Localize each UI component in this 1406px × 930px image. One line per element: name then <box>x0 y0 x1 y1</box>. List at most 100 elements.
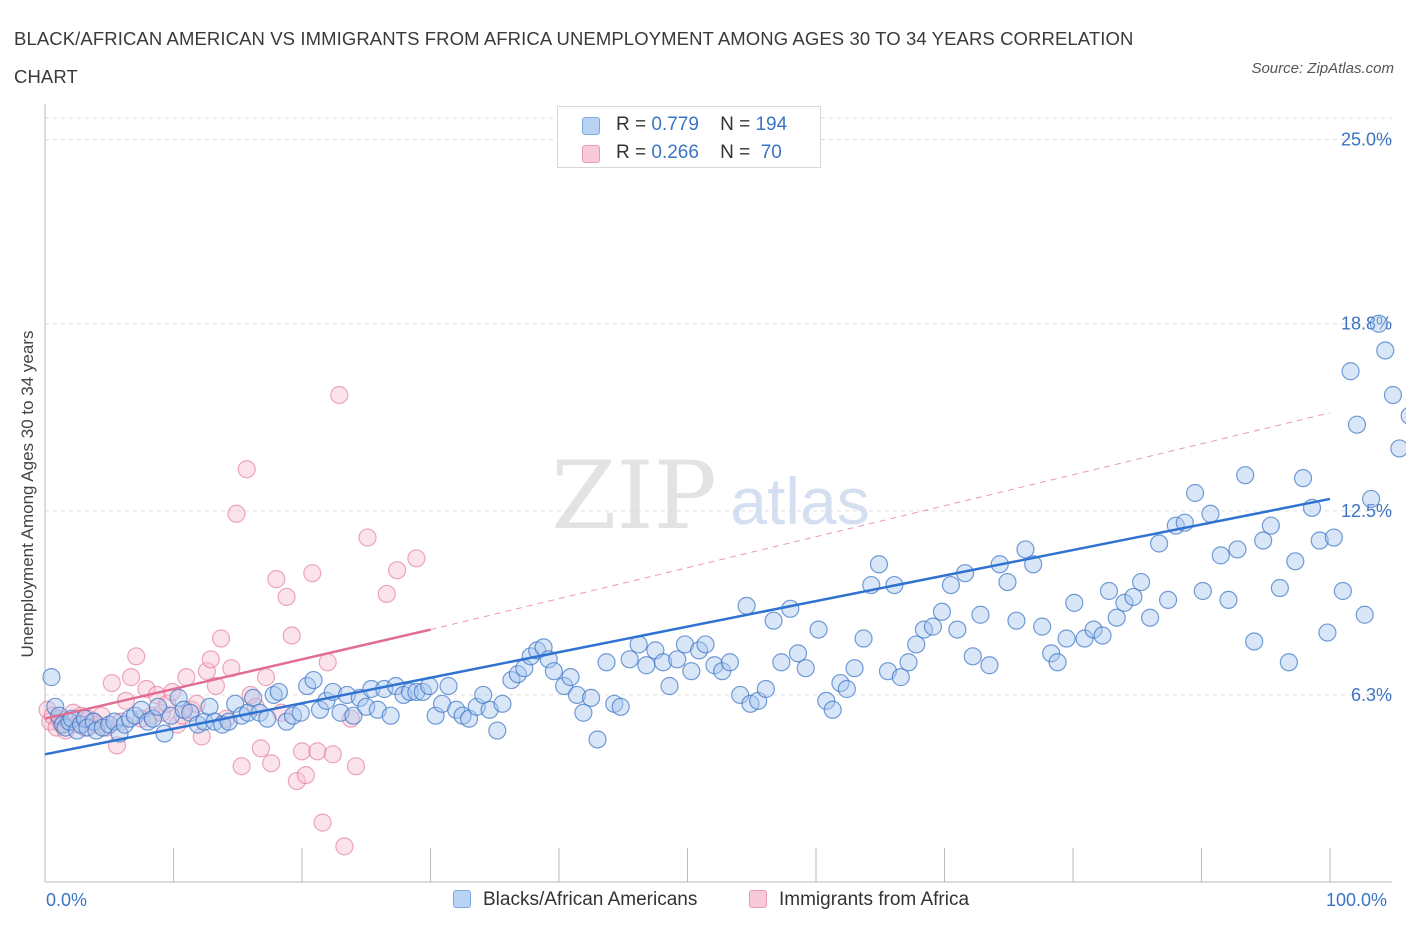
blue-swatch-icon <box>582 117 600 135</box>
legend-label-immigrants: Immigrants from Africa <box>779 889 970 910</box>
data-point-blacks <box>980 656 999 675</box>
data-point-blacks <box>682 662 701 681</box>
data-point-immigrants <box>407 549 426 568</box>
data-point-blacks <box>899 653 918 672</box>
n-value-immigrants: 70 <box>755 142 782 163</box>
data-point-blacks <box>1390 439 1406 458</box>
data-point-blacks <box>668 650 687 669</box>
data-point-immigrants <box>256 668 276 687</box>
data-point-blacks <box>1193 581 1212 601</box>
data-point-blacks <box>756 679 775 699</box>
data-point-blacks <box>1310 531 1329 550</box>
n-label: N = <box>720 114 751 135</box>
data-point-blacks <box>561 668 580 687</box>
data-point-blacks <box>439 676 458 696</box>
data-point-blacks <box>544 662 563 681</box>
data-point-blacks <box>1149 534 1169 553</box>
data-point-blacks <box>493 694 512 713</box>
data-point-blacks <box>1341 362 1360 381</box>
data-point-blacks <box>611 697 630 716</box>
data-point-immigrants <box>387 561 407 580</box>
r-label: R = <box>616 142 647 163</box>
data-point-immigrants <box>335 837 354 856</box>
data-point-blacks <box>1279 653 1298 672</box>
data-point-blacks <box>148 697 168 716</box>
data-point-blacks <box>1245 632 1264 651</box>
data-point-blacks <box>772 653 791 672</box>
x-tick-max: 100.0% <box>1326 890 1388 910</box>
data-point-blacks <box>696 635 715 654</box>
data-point-blacks <box>582 688 601 707</box>
data-point-immigrants <box>287 771 306 791</box>
data-point-blacks <box>1115 593 1134 612</box>
data-point-blacks <box>1107 608 1126 627</box>
data-point-blacks <box>1293 469 1313 488</box>
data-point-blacks <box>932 602 952 621</box>
data-point-blacks <box>620 650 639 669</box>
data-point-immigrants <box>308 742 327 761</box>
r-value-immigrants: 0.266 <box>651 142 699 163</box>
data-point-immigrants <box>211 629 231 648</box>
data-point-blacks <box>948 620 967 639</box>
data-point-blacks <box>845 659 864 678</box>
data-point-blacks <box>907 635 926 654</box>
data-point-blacks <box>764 611 783 630</box>
data-point-blacks <box>1093 626 1112 645</box>
data-point-blacks <box>1400 407 1406 425</box>
data-point-blacks <box>1369 314 1388 333</box>
trendline-blacks <box>44 497 1331 756</box>
data-point-blacks <box>1016 540 1035 559</box>
correlation-legend: R = 0.779 N = 194 R = 0.266 N = 70 <box>557 106 821 168</box>
data-point-blacks <box>488 721 507 740</box>
data-point-immigrants <box>313 813 332 832</box>
data-point-blacks <box>1333 581 1352 601</box>
data-point-blacks <box>1376 341 1395 360</box>
data-point-immigrants <box>267 570 286 589</box>
data-point-immigrants <box>330 385 349 405</box>
data-point-immigrants <box>227 504 246 523</box>
data-point-blacks <box>381 706 400 725</box>
data-point-blacks <box>1158 590 1178 610</box>
data-point-immigrants <box>296 765 315 785</box>
data-point-blacks <box>310 700 330 719</box>
data-point-blacks <box>823 700 842 719</box>
data-point-immigrants <box>282 626 301 645</box>
data-point-immigrants <box>127 647 146 666</box>
data-point-blacks <box>567 685 587 705</box>
data-point-blacks <box>1228 540 1247 559</box>
data-point-blacks <box>837 679 856 699</box>
data-point-blacks <box>1048 653 1067 672</box>
pink-swatch-icon <box>582 145 600 163</box>
data-point-blacks <box>963 647 982 666</box>
watermark-zip: ZIP <box>551 442 717 551</box>
data-point-immigrants <box>237 460 256 479</box>
data-point-immigrants <box>358 528 377 547</box>
data-point-blacks <box>809 620 828 639</box>
data-point-blacks <box>1185 483 1205 503</box>
data-point-immigrants <box>102 673 121 693</box>
data-point-immigrants <box>201 650 220 669</box>
data-point-blacks <box>1201 504 1220 523</box>
data-point-blacks <box>264 685 283 705</box>
data-point-immigrants <box>192 727 211 746</box>
data-point-blacks <box>1084 620 1103 639</box>
data-point-blacks <box>1033 617 1052 636</box>
data-point-blacks <box>817 691 836 710</box>
data-point-blacks <box>891 668 910 687</box>
y-tick-label: 18.8% <box>1341 314 1392 334</box>
pink-swatch-icon <box>749 890 767 908</box>
data-point-blacks <box>1270 578 1289 598</box>
data-point-blacks <box>854 629 873 648</box>
data-point-blacks <box>143 709 163 728</box>
legend-item-immigrants: Immigrants from Africa <box>749 889 969 911</box>
data-point-immigrants <box>303 564 322 583</box>
x-tick-min: 0.0% <box>46 890 88 910</box>
data-point-blacks <box>1318 623 1337 642</box>
data-point-blacks <box>781 599 800 618</box>
data-point-blacks <box>1324 528 1343 547</box>
data-point-blacks <box>1355 605 1374 624</box>
data-point-immigrants <box>341 709 360 728</box>
data-point-immigrants <box>121 668 141 687</box>
data-point-blacks <box>155 724 174 743</box>
r-label: R = <box>616 114 647 135</box>
